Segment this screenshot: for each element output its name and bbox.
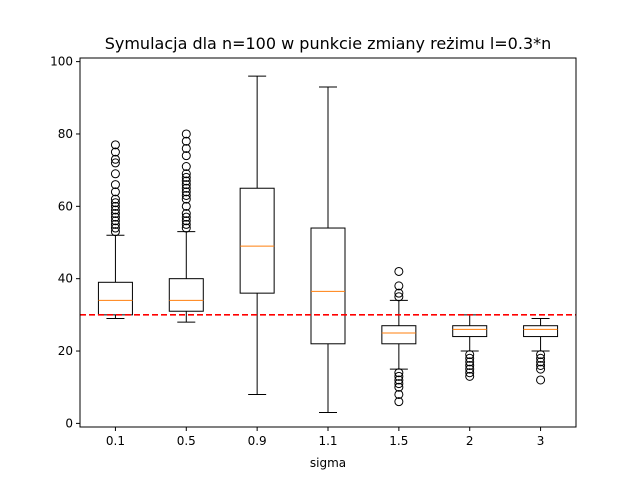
outlier-point [536, 364, 546, 374]
outlier-point [181, 183, 191, 193]
outlier-point [394, 375, 404, 385]
x-tick-label: 0.5 [177, 434, 196, 448]
outlier-point [110, 154, 120, 164]
outlier-point [110, 147, 120, 157]
box-iqr [239, 187, 275, 294]
outlier-point [110, 216, 120, 226]
x-tick-label: 0.9 [248, 434, 267, 448]
outlier-point [181, 180, 191, 190]
chart-title: Symulacja dla n=100 w punkcie zmiany reż… [105, 34, 552, 53]
outlier-point [536, 361, 546, 370]
plot-area: 0 20 40 60 80 100 0.1 0.5 0.9 1.1 1.5 2 3 [50, 55, 577, 448]
outlier-point [536, 353, 546, 363]
outlier-point [181, 176, 191, 186]
outlier-point [110, 187, 120, 197]
outlier-point [465, 371, 475, 381]
x-tick-label: 1.5 [389, 434, 408, 448]
outlier-point [181, 143, 191, 153]
outlier-point [110, 198, 120, 208]
x-tick-label: 0.1 [106, 434, 125, 448]
outlier-point [465, 357, 475, 367]
outlier-point [110, 140, 120, 150]
outlier-point [394, 371, 404, 381]
outlier-point [110, 212, 120, 222]
box-iqr [168, 278, 204, 312]
outlier-point [110, 219, 120, 229]
box-iqr [452, 325, 488, 338]
outlier-point [465, 368, 475, 378]
outlier-point [465, 364, 475, 374]
outlier-point [465, 350, 475, 360]
box-iqr [97, 281, 133, 316]
outlier-point [181, 172, 191, 182]
x-tick-label: 1.1 [318, 434, 337, 448]
outlier-point [110, 205, 120, 215]
x-tick-label: 3 [537, 434, 545, 448]
y-tick-label: 40 [58, 272, 73, 286]
x-axis-label: sigma [310, 456, 346, 470]
box-iqr [381, 325, 417, 345]
outlier-point [181, 136, 191, 146]
outlier-point [181, 169, 191, 179]
outlier-point [110, 227, 120, 237]
outlier-point [110, 180, 120, 190]
box-iqr [310, 227, 346, 345]
outlier-point [181, 223, 191, 233]
outlier-point [536, 350, 546, 360]
x-tick-label: 2 [466, 434, 474, 448]
outlier-point [181, 129, 191, 139]
y-tick-label: 20 [58, 344, 73, 358]
outlier-point [110, 158, 120, 168]
y-tick-label: 100 [50, 55, 73, 69]
outlier-point [465, 353, 475, 363]
outlier-point [181, 151, 191, 161]
outlier-point [394, 288, 404, 298]
outlier-point [110, 201, 120, 211]
outlier-point [394, 397, 404, 407]
outlier-point [394, 382, 404, 392]
outlier-point [394, 389, 404, 399]
outlier-point [181, 190, 191, 200]
box-iqr [523, 325, 559, 338]
outlier-point [181, 201, 191, 211]
outlier-point [394, 292, 404, 302]
outlier-point [394, 379, 404, 389]
outlier-point [181, 194, 191, 204]
outlier-point [110, 209, 120, 219]
outlier-point [394, 368, 404, 378]
outlier-point [394, 266, 404, 276]
outlier-point [394, 281, 404, 291]
outlier-point [181, 187, 191, 197]
y-tick-label: 60 [58, 199, 73, 213]
outlier-point [181, 219, 191, 229]
outlier-point [110, 223, 120, 233]
outlier-point [181, 209, 191, 219]
y-tick-label: 0 [65, 416, 73, 430]
y-tick-label: 80 [58, 127, 73, 141]
outlier-point [536, 357, 546, 367]
outlier-point [181, 212, 191, 222]
outlier-point [110, 169, 120, 179]
outlier-point [465, 361, 475, 370]
outlier-point [110, 194, 120, 204]
outlier-point [181, 162, 191, 172]
outlier-point [536, 375, 546, 385]
outlier-point [181, 216, 191, 226]
